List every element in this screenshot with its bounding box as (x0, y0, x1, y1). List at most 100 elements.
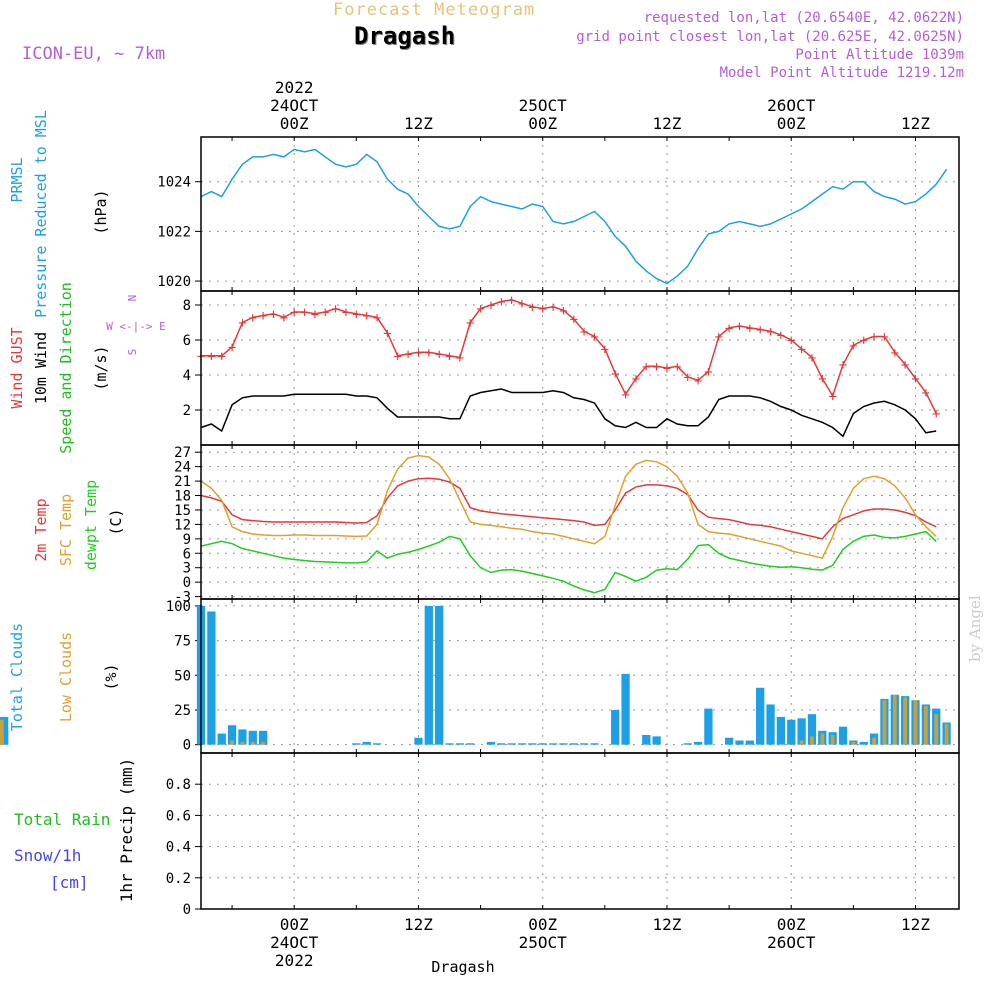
total-cloud-bar (745, 740, 754, 745)
low-cloud-bar (240, 741, 245, 745)
pressure-label-short: PRMSL (8, 157, 26, 202)
total-cloud-bar (227, 725, 237, 745)
total-cloud-bar (704, 708, 713, 745)
gust-point: + (539, 302, 547, 318)
gust-point: + (652, 359, 660, 375)
total-cloud-bar (248, 730, 257, 745)
y-tick-label: 0 (183, 575, 191, 591)
low-clouds-label: Low Clouds (57, 632, 75, 722)
precip-unit: 1hr Precip (mm) (117, 758, 136, 903)
total-cloud-bar (466, 743, 475, 745)
chart-title: Forecast Meteogram (333, 0, 536, 20)
temp-label: 2m Temp (32, 498, 50, 561)
gust-point: + (476, 302, 484, 318)
total-cloud-bar (611, 709, 620, 745)
gust-point: + (518, 296, 526, 312)
gust-point: + (342, 305, 350, 321)
y-tick-label: 1024 (157, 175, 191, 191)
gust-point: + (425, 345, 433, 361)
total-cloud-bar (776, 716, 786, 745)
y-tick-label: 6 (183, 333, 191, 349)
gust-point: + (394, 349, 402, 365)
wind-unit: (m/s) (92, 345, 110, 390)
gust-point: + (580, 324, 588, 340)
gust-point: + (663, 361, 671, 377)
gust-point: + (860, 333, 868, 349)
gust-point: + (673, 359, 681, 375)
total-cloud-bar (559, 743, 568, 745)
gust-point: + (300, 305, 308, 321)
total-cloud-bar (787, 719, 796, 745)
low-cloud-bar (872, 737, 876, 745)
time-label-top: 00Z (777, 114, 806, 133)
total-cloud-bar (580, 743, 589, 745)
pressure-unit: (hPa) (92, 189, 110, 234)
gust-point: + (901, 358, 909, 374)
gust-point: + (445, 349, 453, 365)
gust-point: + (456, 351, 464, 367)
gust-point: + (735, 319, 743, 335)
low-cloud-bar (923, 705, 928, 745)
gust-point: + (362, 309, 370, 325)
total-cloud-bar (258, 730, 268, 745)
total-cloud-bar (207, 611, 216, 745)
total-cloud-bar (507, 743, 516, 745)
gust-point: + (590, 330, 598, 346)
time-label-bottom: 00Z (528, 915, 557, 934)
low-cloud-bar (913, 700, 918, 745)
low-cloud-bar (250, 741, 255, 745)
gust-point: + (839, 358, 847, 374)
y-tick-label: 0.4 (166, 840, 191, 856)
y-tick-label: 12 (174, 517, 191, 533)
gust-point: + (414, 345, 422, 361)
grid-point-coords: grid point closest lon,lat (20.625E, 42.… (576, 29, 964, 45)
series-line-10m-wind (200, 388, 937, 438)
gust-point: + (383, 326, 391, 342)
gust-point: + (642, 359, 650, 375)
compass-south: S (126, 349, 139, 356)
gust-point: + (559, 303, 567, 319)
series-line-2m-temp (200, 477, 937, 540)
gust-point: + (507, 293, 515, 309)
total-cloud-bar (569, 743, 578, 745)
low-cloud-bar (261, 741, 265, 745)
dewpt-label: dewpt Temp (82, 480, 100, 570)
time-label-top: 25OCT (519, 96, 568, 115)
total-cloud-bar (652, 736, 661, 745)
low-cloud-bar (830, 734, 835, 745)
low-cloud-bar (851, 741, 856, 745)
snow-label: Snow/1h (14, 846, 81, 865)
y-tick-label: 0.8 (166, 777, 191, 793)
temp-unit: (C) (107, 508, 125, 535)
gust-point: + (870, 330, 878, 346)
y-tick-label: -3 (174, 590, 191, 606)
y-tick-label: 25 (174, 703, 191, 719)
gust-point: + (715, 330, 723, 346)
total-cloud-bar (590, 743, 599, 745)
total-cloud-bar (517, 743, 527, 745)
gust-point: + (549, 300, 557, 316)
total-cloud-bar (372, 743, 382, 745)
gust-point: + (280, 310, 288, 326)
series-line-wind-gust (201, 299, 937, 414)
gust-point: + (570, 312, 578, 328)
gust-point: + (849, 338, 857, 354)
total-cloud-bar (766, 704, 775, 745)
y-tick-label: 50 (174, 668, 191, 684)
total-cloud-bar (455, 743, 465, 745)
gust-point: + (621, 387, 629, 403)
time-label-bottom: 26OCT (767, 933, 816, 952)
gust-point: + (694, 373, 702, 389)
gust-point: + (756, 323, 764, 339)
low-cloud-bar (903, 697, 908, 745)
total-cloud-bar (683, 743, 692, 745)
total-cloud-bar (538, 743, 547, 745)
total-cloud-bar (238, 729, 247, 745)
gust-point: + (911, 372, 919, 388)
clouds-unit: (%) (102, 663, 120, 690)
time-label-bottom: 00Z (777, 915, 806, 934)
total-clouds-label: Total Clouds (8, 623, 26, 731)
time-label-top: 00Z (280, 114, 309, 133)
gust-point: + (787, 333, 795, 349)
